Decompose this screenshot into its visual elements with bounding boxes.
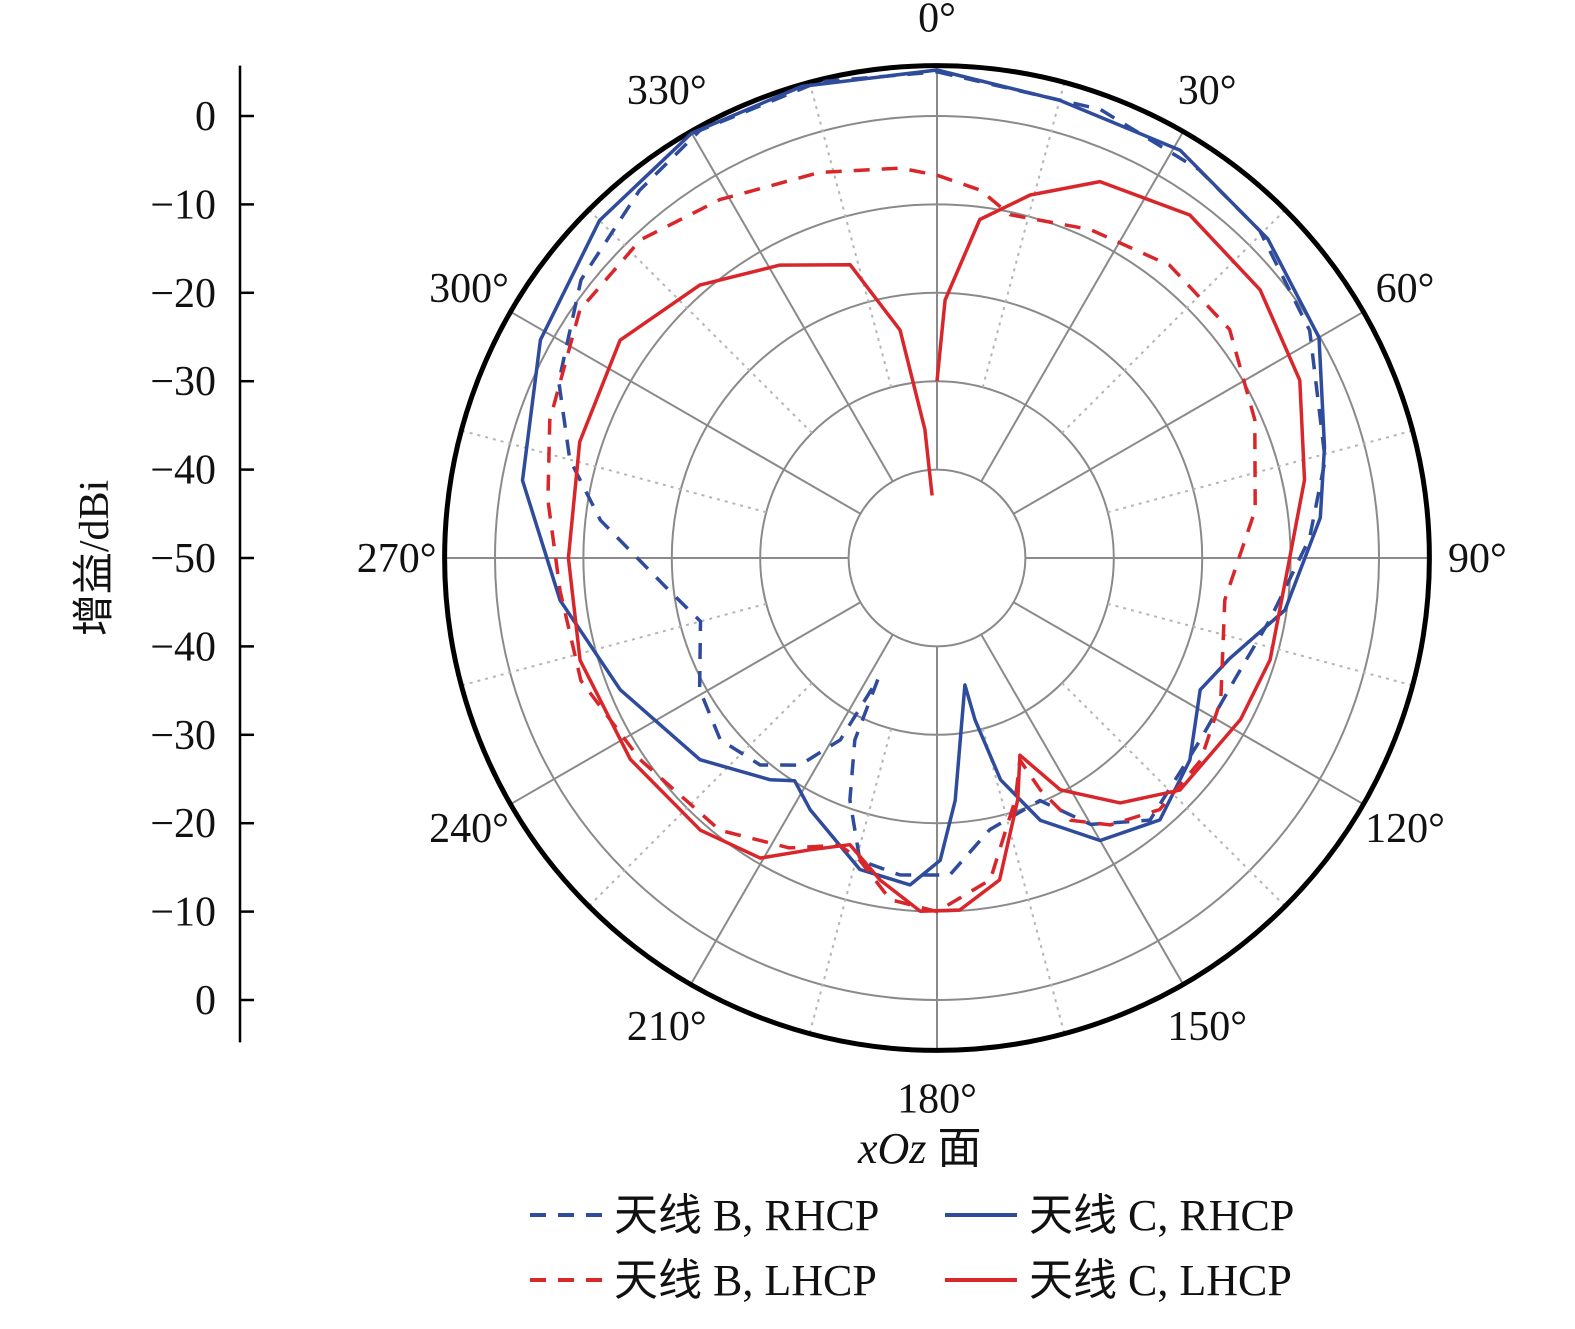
- legend-label: 天线 B, LHCP: [614, 1256, 877, 1305]
- axis-tick-label: −20: [150, 801, 216, 847]
- grid-ring: [847, 468, 1027, 648]
- title-rest: 面: [926, 1124, 981, 1173]
- legend-label: 天线 B, RHCP: [614, 1191, 879, 1240]
- angle-tick-labels: 0° 30° 60° 90° 120° 150° 180° 210° 240° 270° 300° 3…: [357, 0, 1507, 1122]
- angle-tick-label: 30°: [1178, 68, 1237, 114]
- angle-tick-label: 210°: [627, 1004, 707, 1050]
- angle-tick-label: 330°: [627, 68, 707, 114]
- y-axis-label: 增益/dBi: [72, 480, 118, 636]
- axis-tick-label: −40: [150, 448, 216, 494]
- series-lines: [520, 68, 1327, 914]
- grid-minor-spoke: [981, 82, 1066, 388]
- legend-label: 天线 C, LHCP: [1029, 1256, 1292, 1305]
- angle-tick-label: 120°: [1365, 806, 1445, 852]
- legend: 天线 B, RHCP 天线 C, RHCP 天线 B, LHCP 天线 C, LHCP: [530, 1191, 1294, 1305]
- grid-spoke: [980, 634, 1185, 985]
- grid-minor-spoke: [588, 682, 813, 907]
- axis-tick-label: −20: [150, 271, 216, 317]
- axis-tick-label: 0: [195, 978, 216, 1024]
- grid-minor-spoke: [1061, 209, 1286, 434]
- axis-tick-label: −30: [150, 713, 216, 759]
- grid-spoke: [1013, 310, 1364, 515]
- series-line: [566, 179, 1307, 913]
- angle-tick-label: 300°: [429, 266, 509, 312]
- legend-label: 天线 C, RHCP: [1029, 1191, 1294, 1240]
- axis-tick-label: −10: [150, 182, 216, 228]
- angle-tick-label: 180°: [897, 1076, 977, 1122]
- series-line: [520, 68, 1327, 887]
- grid-spoke: [980, 131, 1185, 482]
- grid-spoke: [689, 131, 894, 482]
- grid-minor-spoke: [1107, 429, 1413, 514]
- axis-tick-label: 0: [195, 94, 216, 140]
- title-italic: xOz: [857, 1124, 926, 1173]
- axis-tick-label: −10: [150, 890, 216, 936]
- angle-tick-label: 60°: [1376, 266, 1435, 312]
- angle-tick-label: 270°: [357, 536, 437, 582]
- axis-tick-label: −40: [150, 624, 216, 670]
- angle-tick-label: 90°: [1448, 536, 1507, 582]
- polar-grid: [442, 63, 1432, 1053]
- grid-minor-spoke: [1107, 602, 1413, 687]
- angle-tick-label: 0°: [918, 0, 956, 42]
- grid-minor-spoke: [808, 82, 893, 388]
- grid-minor-spoke: [461, 429, 767, 514]
- series-line: [546, 166, 1257, 914]
- axis-tick-label: −50: [150, 536, 216, 582]
- angle-tick-label: 240°: [429, 806, 509, 852]
- series-line: [557, 70, 1327, 877]
- grid-minor-spoke: [588, 209, 813, 434]
- grid-spoke: [1013, 601, 1364, 806]
- grid-spoke: [510, 601, 861, 806]
- grid-spoke: [689, 634, 894, 985]
- outer-circle: [442, 63, 1432, 1053]
- grid-minor-spoke: [461, 602, 767, 687]
- chart-title: xOz 面: [857, 1124, 981, 1173]
- axis-tick-label: −30: [150, 359, 216, 405]
- radial-axis: 0 −10 −20 −30 −40 −50 −40 −30 −20 −10 0: [150, 65, 254, 1043]
- angle-tick-label: 150°: [1167, 1004, 1247, 1050]
